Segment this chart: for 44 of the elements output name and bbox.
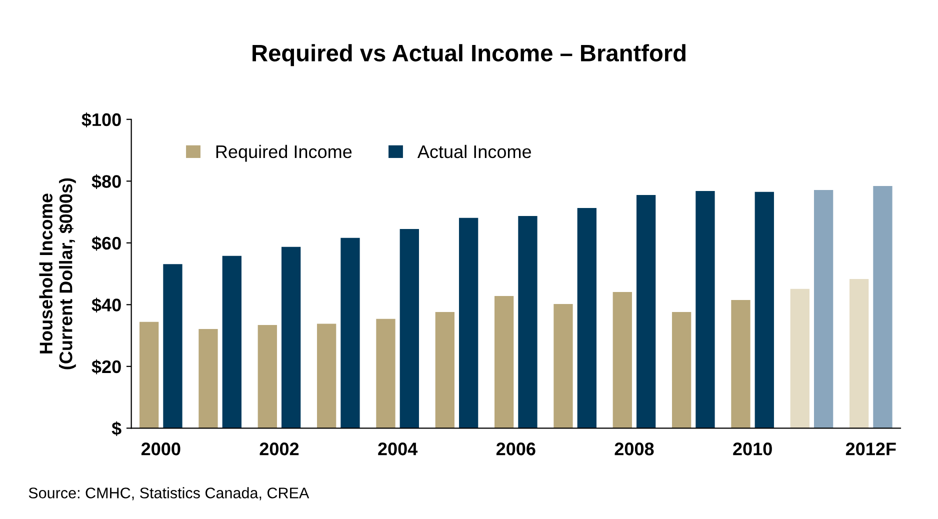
x-tick-label: 2006	[496, 442, 536, 456]
y-tick-label: $40	[92, 298, 121, 313]
bar	[400, 228, 419, 428]
bar	[873, 186, 892, 428]
x-tick-label: 2004	[378, 442, 418, 456]
bar	[518, 216, 538, 428]
bar	[672, 312, 692, 428]
bar	[316, 324, 336, 428]
bar	[731, 300, 750, 428]
bar	[790, 288, 810, 428]
y-tick-label: $	[112, 421, 122, 436]
bar	[258, 324, 277, 428]
bar	[198, 329, 218, 428]
bar	[636, 194, 656, 428]
source-note: Source: CMHC, Statistics Canada, CREA	[28, 487, 310, 500]
bar	[754, 192, 774, 428]
bar	[458, 218, 478, 428]
bar	[612, 292, 632, 428]
bar	[849, 278, 869, 428]
x-tick-label: 2010	[733, 442, 772, 456]
bar	[554, 304, 573, 428]
bar	[696, 190, 715, 428]
bar	[340, 238, 360, 428]
y-tick-label: $60	[92, 236, 121, 251]
x-tick-label: 2012F	[846, 442, 896, 456]
y-tick-label: $100	[82, 112, 121, 128]
legend-label: Required Income	[216, 144, 352, 162]
chart-title: Required vs Actual Income – Brantford	[252, 44, 686, 66]
bar	[376, 318, 396, 428]
bar	[222, 256, 242, 428]
y-tick-label: $20	[92, 360, 121, 374]
x-tick-label: 2000	[141, 442, 180, 456]
x-tick-label: 2002	[260, 442, 299, 456]
bar	[163, 264, 182, 428]
x-tick-label: 2008	[614, 442, 654, 456]
bar	[139, 322, 159, 428]
bar	[577, 208, 596, 428]
y-tick-label: $80	[92, 174, 121, 190]
legend-label: Actual Income	[417, 144, 532, 158]
bar	[281, 246, 301, 428]
bar	[494, 296, 514, 428]
bar	[435, 312, 454, 428]
bar	[814, 190, 834, 428]
y-axis-title: Household Income (Current Dollar, $000s)	[39, 178, 76, 370]
